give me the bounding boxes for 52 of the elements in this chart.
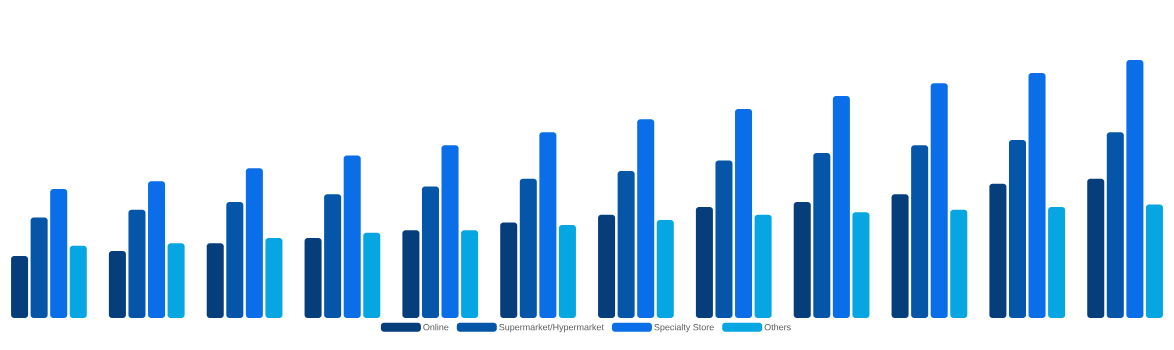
bar	[500, 222, 518, 318]
bar	[1087, 178, 1105, 318]
bar	[1008, 139, 1026, 318]
bar	[167, 243, 185, 318]
bar	[265, 238, 283, 318]
bar	[128, 209, 146, 318]
legend-label: Online	[423, 323, 449, 331]
legend-label: Supermarket/Hypermarket	[499, 323, 604, 333]
bar	[852, 212, 870, 318]
bar	[989, 183, 1007, 318]
bar	[617, 170, 635, 318]
bar	[343, 155, 361, 318]
bar	[598, 214, 616, 318]
bar	[656, 219, 674, 318]
legend-label: Others	[764, 323, 791, 331]
bar	[402, 230, 420, 318]
bar	[461, 230, 479, 318]
bar	[558, 225, 576, 318]
bar	[832, 96, 850, 318]
bar	[363, 232, 381, 318]
bar	[637, 119, 655, 318]
bar	[950, 209, 968, 318]
bar	[206, 243, 224, 318]
bar	[539, 132, 557, 318]
bar	[1048, 207, 1066, 318]
bar	[695, 207, 713, 318]
bar	[715, 160, 733, 318]
bar	[1106, 132, 1124, 318]
bar	[519, 178, 537, 318]
bar	[245, 168, 263, 318]
bar	[69, 245, 87, 318]
bar	[304, 238, 322, 318]
bar	[1126, 60, 1144, 318]
bar	[421, 186, 439, 318]
bar	[793, 201, 811, 318]
bar	[324, 194, 342, 318]
bar	[441, 145, 459, 318]
bar	[754, 214, 772, 318]
bar	[1145, 204, 1163, 318]
bar	[148, 181, 166, 318]
bar	[11, 256, 29, 318]
bar	[735, 109, 753, 318]
bar	[911, 145, 929, 318]
bar	[108, 250, 126, 318]
bar	[930, 83, 948, 318]
bar	[50, 189, 68, 318]
bar	[30, 217, 48, 318]
bar	[1028, 72, 1046, 318]
bar	[891, 194, 909, 318]
legend-label: Specialty Store	[654, 323, 714, 333]
bar	[813, 152, 831, 318]
bar	[226, 201, 244, 318]
